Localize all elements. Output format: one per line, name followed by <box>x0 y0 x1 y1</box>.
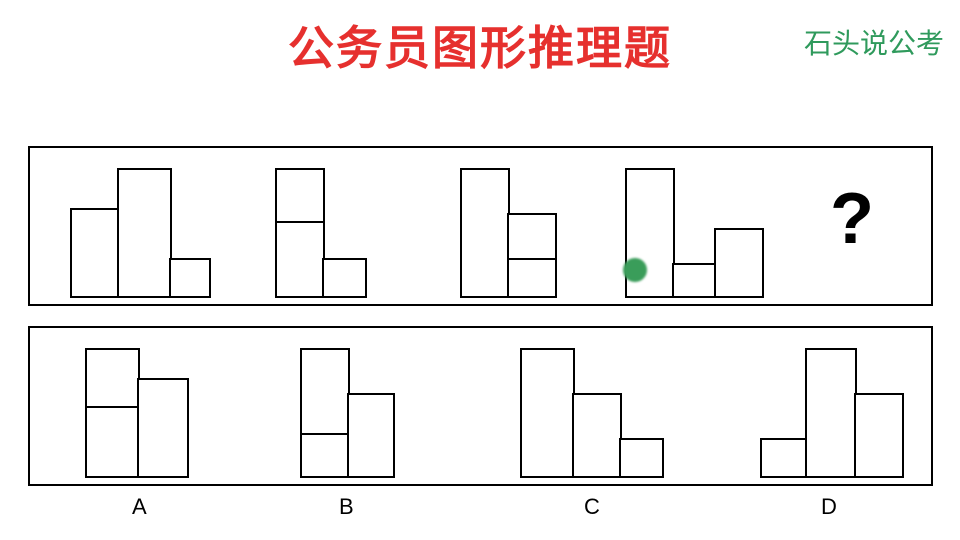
pointer-dot <box>623 258 647 282</box>
question-panel <box>28 146 933 306</box>
figure-cell <box>70 158 220 298</box>
figure-cell <box>265 158 415 298</box>
bar-shape <box>70 208 120 298</box>
bar-shape <box>507 258 557 298</box>
figure-cell <box>450 158 600 298</box>
bar-shape <box>760 438 808 478</box>
bar-shape <box>347 393 395 478</box>
figure-cell <box>85 338 235 478</box>
bar-shape <box>169 258 211 298</box>
bar-shape <box>805 348 857 478</box>
option-label: A <box>132 494 147 520</box>
option-labels: A B C D <box>28 494 933 524</box>
figure-cell <box>520 338 690 478</box>
bar-shape <box>460 168 510 298</box>
bar-shape <box>714 228 764 298</box>
bar-shape <box>619 438 664 478</box>
bar-shape <box>672 263 717 298</box>
options-panel <box>28 326 933 486</box>
figure-cell <box>760 338 930 478</box>
question-mark: ? <box>830 178 874 260</box>
bar-shape <box>854 393 904 478</box>
bar-shape <box>137 378 189 478</box>
bar-shape <box>117 168 172 298</box>
bar-shape <box>322 258 367 298</box>
option-label: D <box>821 494 837 520</box>
watermark: 石头说公考 <box>804 22 944 62</box>
option-label: C <box>584 494 600 520</box>
bar-shape <box>85 348 140 408</box>
bar-shape <box>520 348 575 478</box>
figure-cell <box>300 338 450 478</box>
bar-shape <box>275 168 325 223</box>
option-label: B <box>339 494 354 520</box>
figure-cell <box>625 158 795 298</box>
bar-shape <box>572 393 622 478</box>
bar-shape <box>300 433 350 478</box>
